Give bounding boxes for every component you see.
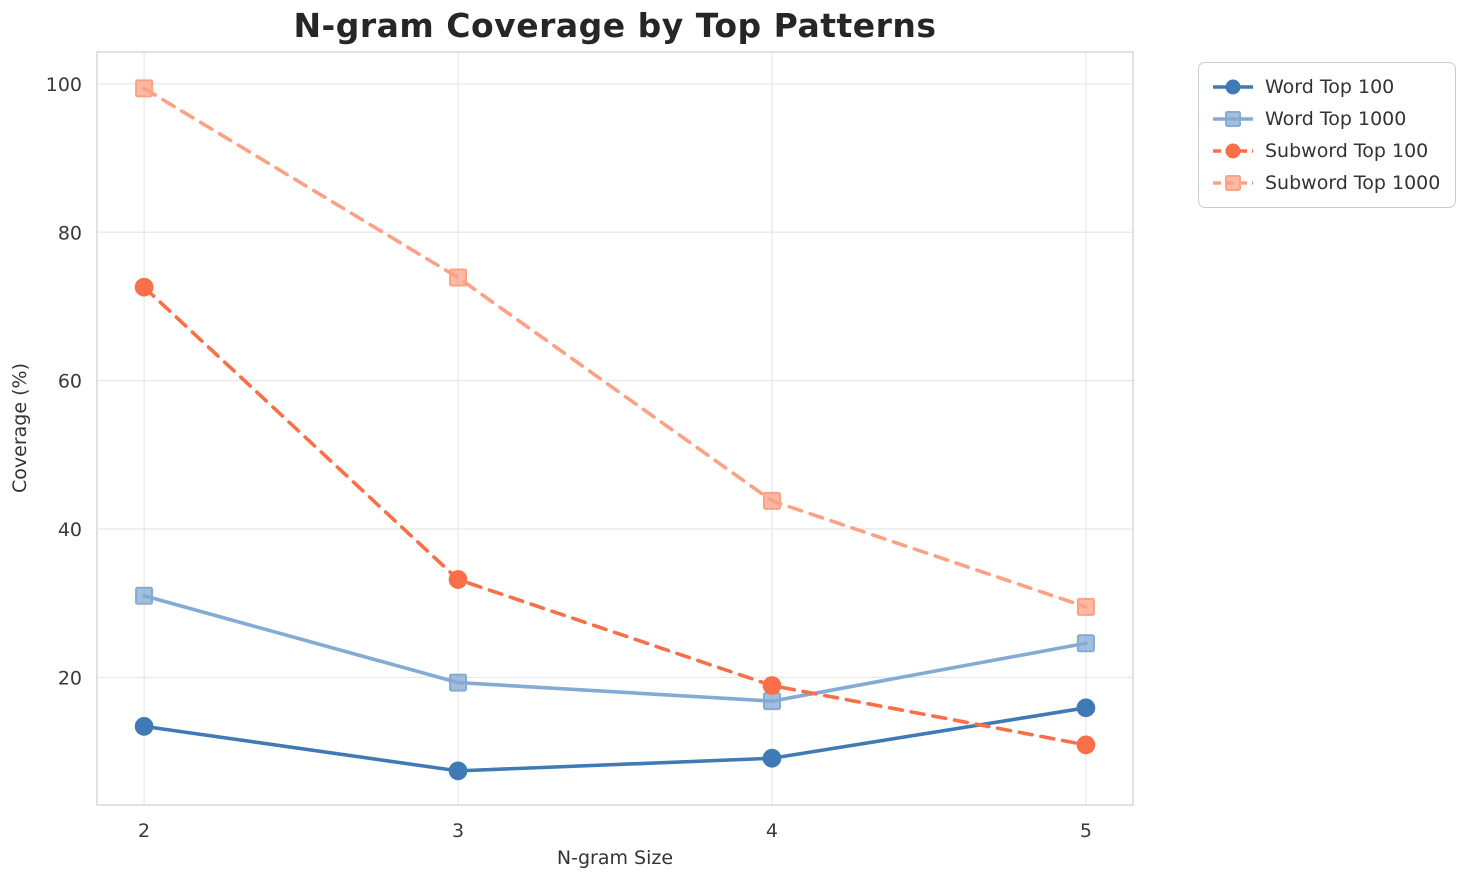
square-marker-icon [449, 673, 468, 692]
square-marker-icon [135, 586, 154, 605]
circle-marker-icon [448, 570, 468, 589]
square-marker-icon [762, 491, 781, 510]
gridlines [97, 52, 1133, 805]
y-tick-label: 60 [58, 371, 82, 393]
circle-marker-icon [1076, 698, 1096, 718]
circle-marker-icon [134, 277, 154, 297]
x-tick-label: 4 [766, 820, 778, 842]
square-marker-icon [135, 79, 154, 98]
y-tick-label: 20 [58, 667, 82, 689]
legend-label: Subword Top 100 [1265, 140, 1429, 162]
chart-title: N-gram Coverage by Top Patterns [293, 6, 937, 45]
legend-line-square-icon [1213, 111, 1253, 127]
legend-item: Subword Top 100 [1211, 139, 1443, 163]
circle-marker-icon [448, 761, 468, 781]
series-line [142, 285, 1088, 747]
data-series [134, 79, 1096, 781]
x-tick-label: 5 [1080, 820, 1092, 842]
circle-marker-icon [134, 717, 154, 736]
legend-item: Word Top 1000 [1211, 107, 1443, 131]
legend-item: Word Top 100 [1211, 75, 1443, 99]
y-axis-label: Coverage (%) [9, 363, 31, 493]
legend-line-circle-icon [1213, 143, 1253, 159]
legend-label: Word Top 100 [1265, 76, 1395, 98]
legend-label: Subword Top 1000 [1265, 172, 1441, 194]
y-tick-label: 80 [58, 222, 82, 244]
series-line [142, 86, 1088, 609]
square-marker-icon [449, 268, 468, 287]
series-line [142, 706, 1088, 773]
y-tick-label: 40 [58, 519, 82, 541]
legend: Word Top 100 Word Top 1000 Subword Top 100… [1198, 62, 1456, 208]
square-marker-icon [762, 692, 781, 711]
x-tick-label: 3 [452, 820, 464, 842]
circle-marker-icon [1076, 735, 1096, 755]
y-tick-label: 100 [46, 74, 82, 96]
legend-label: Word Top 1000 [1265, 108, 1407, 130]
x-tick-label: 2 [138, 820, 150, 842]
legend-line-square-icon [1213, 175, 1253, 191]
legend-line-circle-icon [1213, 79, 1253, 95]
plot-border [96, 51, 1134, 806]
square-marker-icon [1076, 597, 1095, 616]
square-marker-icon [1076, 634, 1095, 653]
circle-marker-icon [762, 748, 782, 768]
legend-item: Subword Top 1000 [1211, 171, 1443, 195]
x-axis-label: N-gram Size [557, 847, 673, 869]
tick-labels: 20 40 60 80 100 2 3 4 5 [46, 74, 1092, 842]
series-line [142, 593, 1088, 703]
circle-marker-icon [762, 676, 782, 695]
